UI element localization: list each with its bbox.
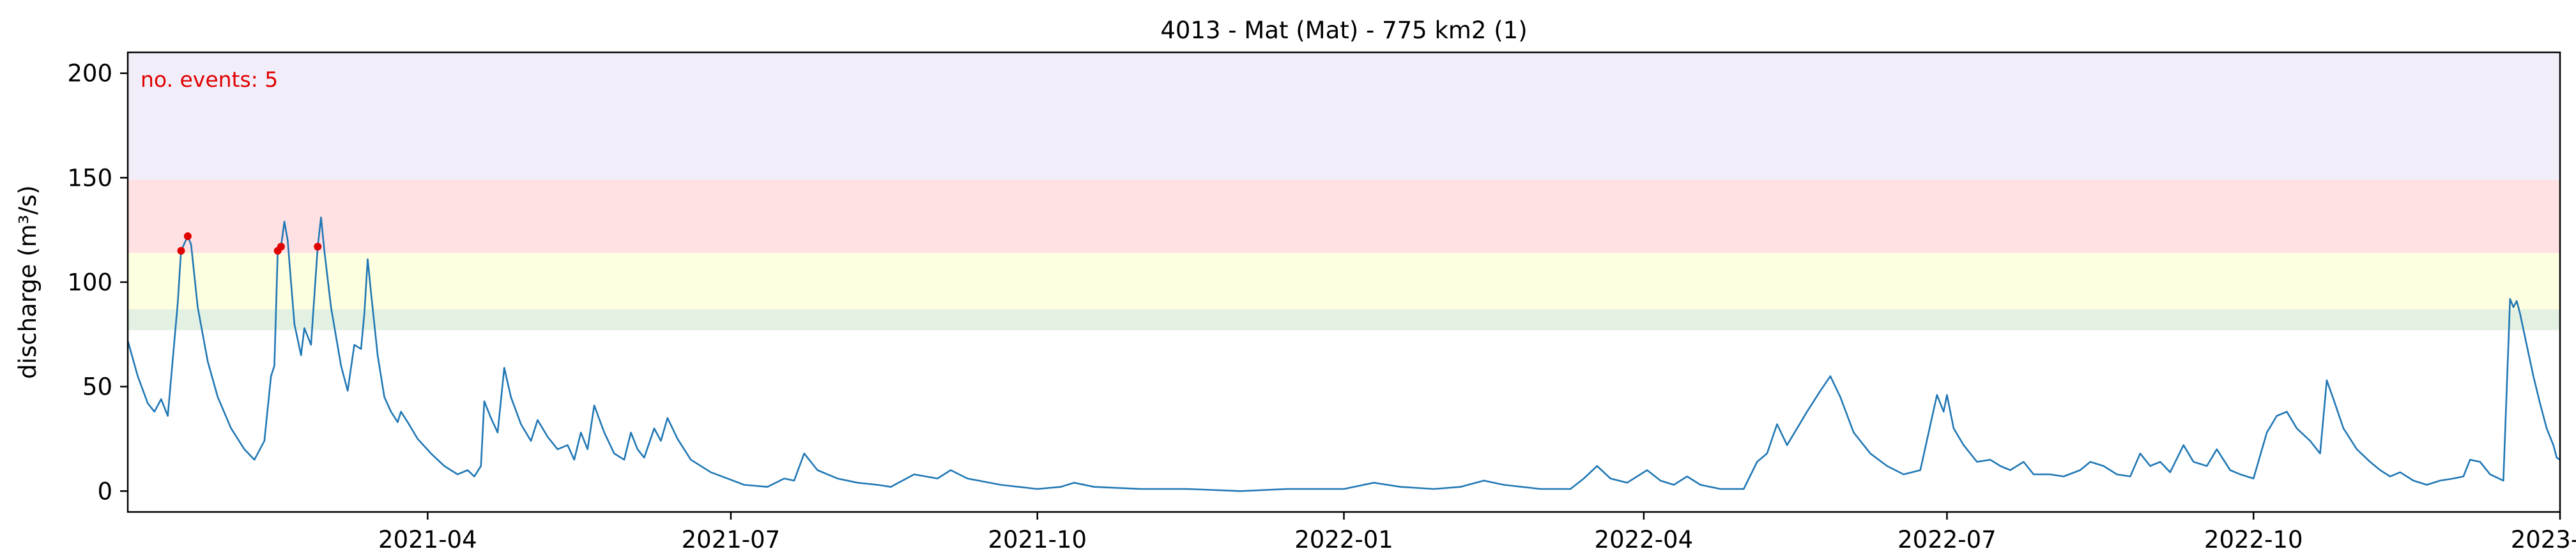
x-tick-label: 2023-01 — [2511, 526, 2576, 553]
x-tick-label: 2022-01 — [1294, 526, 1393, 553]
event-markers — [177, 232, 322, 255]
event-point — [314, 243, 322, 251]
series-line-discharge — [126, 216, 2561, 492]
y-tick-label: 200 — [67, 60, 112, 87]
x-tick-label: 2021-07 — [682, 526, 781, 553]
series-layer — [126, 216, 2561, 492]
threshold-band-2 — [128, 253, 2560, 310]
x-tick-label: 2022-07 — [1897, 526, 1997, 553]
threshold-band-1 — [128, 309, 2560, 331]
threshold-band-3 — [128, 179, 2560, 253]
y-tick-label: 150 — [67, 164, 112, 192]
chart-title: 4013 - Mat (Mat) - 775 km2 (1) — [1160, 17, 1527, 44]
event-point — [183, 232, 192, 240]
y-axis-ticks: 0 50 100 150 200 — [67, 60, 128, 505]
x-axis-ticks: 2021-04 2021-07 2021-10 2022-01 2022-04 2022-… — [378, 512, 2576, 553]
x-tick-label: 2022-10 — [2204, 526, 2303, 553]
plot-frame — [126, 51, 2561, 513]
event-point — [177, 246, 185, 255]
x-tick-label: 2021-10 — [988, 526, 1087, 553]
event-point — [277, 243, 285, 251]
x-tick-label: 2022-04 — [1595, 526, 1694, 553]
threshold-band-4 — [128, 52, 2560, 180]
x-tick-label: 2021-04 — [378, 526, 477, 553]
threshold-bands — [128, 52, 2560, 331]
y-tick-label: 100 — [67, 269, 112, 296]
y-axis-label: discharge (m³/s) — [14, 185, 42, 379]
y-tick-label: 50 — [82, 373, 112, 401]
y-tick-label: 0 — [97, 477, 112, 505]
events-annotation: no. events: 5 — [141, 67, 278, 92]
